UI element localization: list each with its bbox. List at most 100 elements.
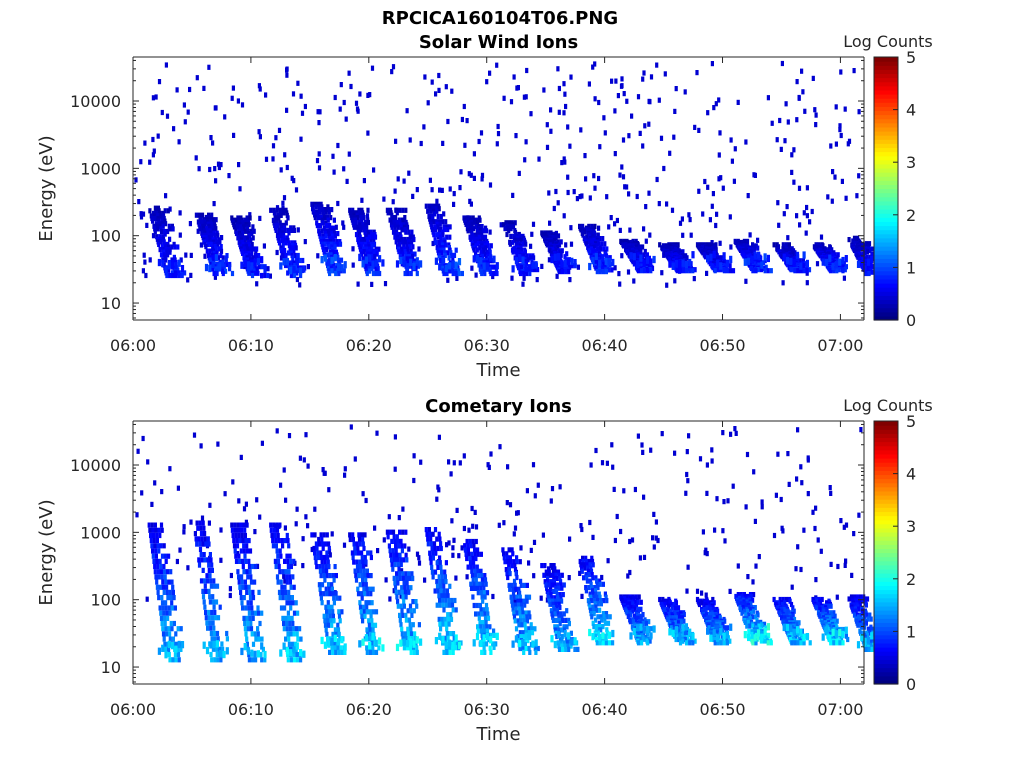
- data-cell: [321, 220, 325, 226]
- data-cell: [488, 70, 492, 76]
- data-cell: [594, 265, 598, 271]
- colorbar-band: [874, 200, 898, 206]
- data-cell: [509, 226, 513, 232]
- data-cell: [171, 657, 175, 663]
- data-cell: [867, 270, 871, 277]
- data-cell: [706, 255, 710, 263]
- data-cell: [565, 624, 569, 630]
- data-cell: [583, 153, 587, 159]
- data-cell: [240, 574, 244, 580]
- data-cell: [210, 232, 214, 238]
- data-cell: [389, 557, 394, 563]
- data-cell: [163, 646, 168, 652]
- data-cell: [437, 72, 441, 79]
- data-cell: [172, 595, 176, 601]
- data-cell: [203, 531, 207, 537]
- data-cell: [382, 537, 386, 543]
- data-cell: [167, 262, 171, 270]
- data-cell: [285, 579, 289, 585]
- data-cell: [746, 254, 750, 260]
- data-cell: [434, 637, 438, 645]
- data-cell: [165, 113, 170, 119]
- data-cell: [199, 578, 204, 584]
- data-cell: [717, 97, 721, 103]
- data-cell: [448, 583, 452, 589]
- data-cell: [629, 632, 633, 640]
- data-cell: [411, 622, 415, 628]
- data-cell: [472, 151, 476, 157]
- data-cell: [409, 608, 413, 614]
- data-cell: [451, 607, 455, 613]
- data-cell: [595, 607, 599, 613]
- data-cell: [529, 243, 533, 249]
- data-cell: [784, 101, 788, 107]
- data-cell: [324, 233, 328, 239]
- data-cell: [216, 441, 220, 447]
- data-cell: [398, 612, 402, 618]
- data-cell: [333, 645, 337, 651]
- x-tick-label: 06:30: [464, 336, 510, 355]
- data-cell: [333, 233, 337, 239]
- data-cell: [482, 634, 486, 642]
- data-cell: [335, 262, 339, 269]
- data-cell: [271, 156, 275, 162]
- data-cell: [632, 596, 636, 602]
- data-cell: [369, 591, 373, 597]
- data-cell: [517, 586, 521, 592]
- data-cell: [548, 248, 552, 254]
- data-cell: [592, 598, 597, 604]
- data-cell: [396, 599, 400, 605]
- data-cell: [615, 217, 619, 224]
- data-cell: [566, 174, 570, 180]
- data-cell: [486, 243, 490, 249]
- data-cell: [263, 272, 267, 279]
- data-cell: [867, 265, 872, 271]
- data-cell: [362, 586, 366, 592]
- data-cell: [373, 622, 378, 628]
- data-cell: [327, 244, 331, 250]
- data-cell: [358, 582, 362, 588]
- data-cell: [399, 256, 403, 265]
- colorbar-band: [874, 143, 898, 149]
- data-cell: [666, 608, 670, 614]
- data-cell: [328, 609, 332, 615]
- data-cell: [317, 207, 321, 213]
- data-cell: [186, 565, 190, 571]
- data-cell: [615, 513, 619, 520]
- data-cell: [452, 191, 456, 197]
- data-cell: [154, 94, 158, 100]
- colorbar-band: [874, 135, 898, 140]
- data-cell: [536, 267, 540, 273]
- data-cell: [176, 626, 180, 632]
- data-cell: [493, 264, 497, 270]
- data-cell: [433, 545, 437, 552]
- data-cell: [320, 536, 324, 543]
- data-cell: [319, 532, 323, 538]
- data-cell: [652, 511, 656, 517]
- data-cell: [451, 260, 455, 268]
- data-cell: [304, 432, 308, 438]
- data-cell: [323, 470, 327, 476]
- data-cell: [404, 552, 408, 558]
- data-cell: [170, 223, 174, 229]
- data-cell: [542, 87, 546, 93]
- data-cell: [447, 645, 451, 651]
- data-cell: [260, 636, 264, 642]
- data-cell: [291, 255, 295, 261]
- data-cell: [186, 109, 190, 115]
- data-cell: [318, 223, 322, 229]
- data-cell: [480, 224, 484, 230]
- data-cell: [327, 564, 331, 570]
- data-cell: [268, 273, 272, 279]
- data-cell: [401, 594, 405, 600]
- data-cell: [435, 496, 439, 502]
- data-cell: [634, 594, 638, 600]
- colorbar-band: [874, 258, 898, 264]
- data-cell: [298, 257, 302, 264]
- data-cell: [406, 270, 410, 277]
- data-cell: [298, 626, 302, 632]
- data-cell: [587, 585, 591, 591]
- data-cell: [162, 563, 166, 570]
- data-cell: [544, 569, 548, 575]
- data-cell: [437, 434, 441, 440]
